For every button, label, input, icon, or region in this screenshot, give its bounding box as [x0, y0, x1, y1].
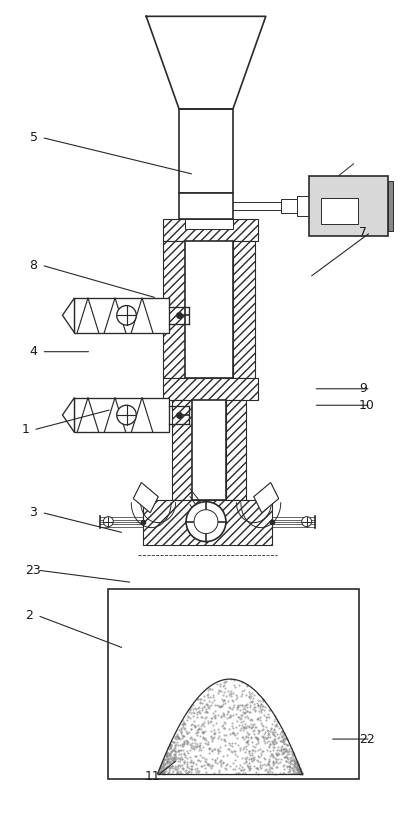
Bar [179, 193, 233, 218]
Circle shape [194, 509, 218, 533]
Circle shape [103, 517, 113, 527]
Bar [185, 218, 233, 228]
Bar [233, 241, 255, 378]
Bar [108, 590, 359, 779]
Text: 11: 11 [145, 770, 161, 782]
Text: 4: 4 [29, 345, 38, 358]
Polygon shape [133, 483, 158, 513]
Text: 7: 7 [359, 226, 367, 239]
Bar [185, 241, 233, 378]
Bar [163, 241, 185, 378]
Text: 10: 10 [359, 399, 375, 412]
Text: 5: 5 [29, 131, 38, 144]
Bar [74, 398, 169, 433]
Bar [163, 218, 258, 241]
Text: 22: 22 [359, 733, 375, 746]
Bar [143, 500, 272, 544]
Bar [163, 378, 258, 400]
Bar [297, 196, 309, 216]
Bar [192, 400, 226, 500]
Text: 1: 1 [21, 423, 29, 437]
Polygon shape [133, 483, 158, 513]
Bar [320, 198, 358, 223]
Polygon shape [62, 398, 74, 433]
Bar [388, 181, 393, 231]
Bar [226, 400, 246, 500]
Circle shape [301, 517, 312, 527]
Text: 2: 2 [25, 609, 33, 622]
Polygon shape [62, 298, 74, 332]
Bar [74, 298, 169, 332]
Text: 23: 23 [25, 564, 41, 576]
Circle shape [186, 502, 226, 542]
Bar [172, 400, 192, 500]
Polygon shape [254, 483, 279, 513]
Text: 8: 8 [29, 259, 38, 271]
Bar [309, 176, 388, 236]
Circle shape [117, 305, 136, 325]
Circle shape [117, 405, 136, 425]
Text: 3: 3 [29, 506, 38, 519]
Text: 9: 9 [359, 382, 367, 395]
Bar [281, 198, 297, 213]
Bar [179, 109, 233, 193]
Polygon shape [254, 483, 279, 513]
